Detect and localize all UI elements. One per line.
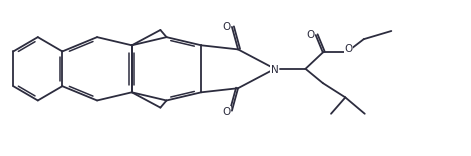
Text: O: O	[223, 107, 231, 117]
Text: O: O	[223, 22, 231, 32]
Text: N: N	[271, 65, 279, 75]
Text: O: O	[344, 44, 352, 54]
Text: O: O	[307, 30, 315, 40]
